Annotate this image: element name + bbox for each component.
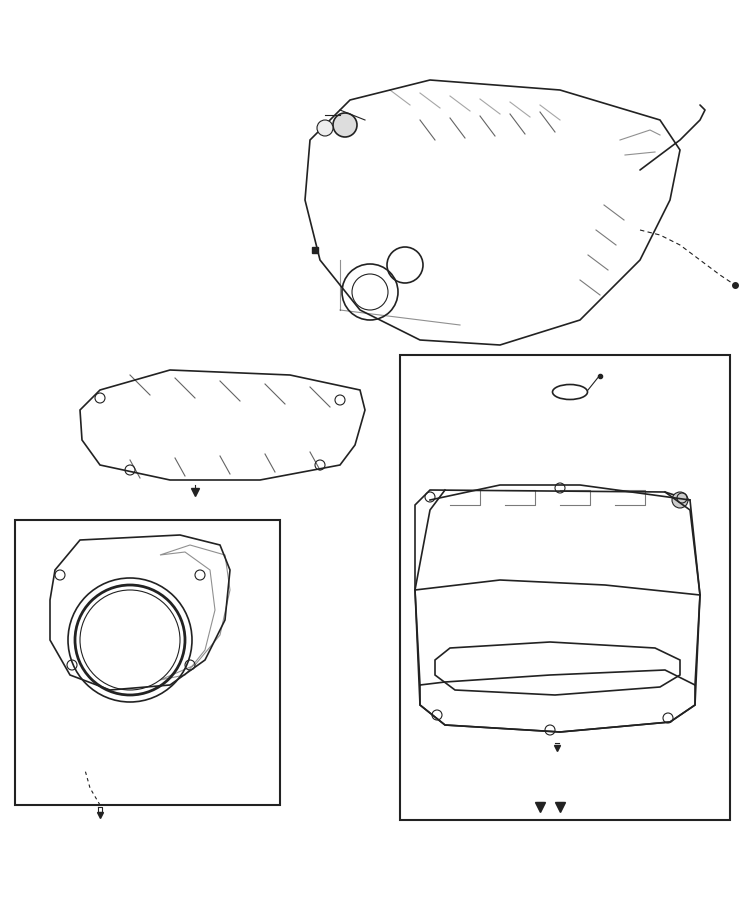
Bar xyxy=(400,355,730,820)
Circle shape xyxy=(672,492,688,508)
Bar xyxy=(15,520,280,805)
Circle shape xyxy=(333,113,357,137)
Circle shape xyxy=(317,120,333,136)
